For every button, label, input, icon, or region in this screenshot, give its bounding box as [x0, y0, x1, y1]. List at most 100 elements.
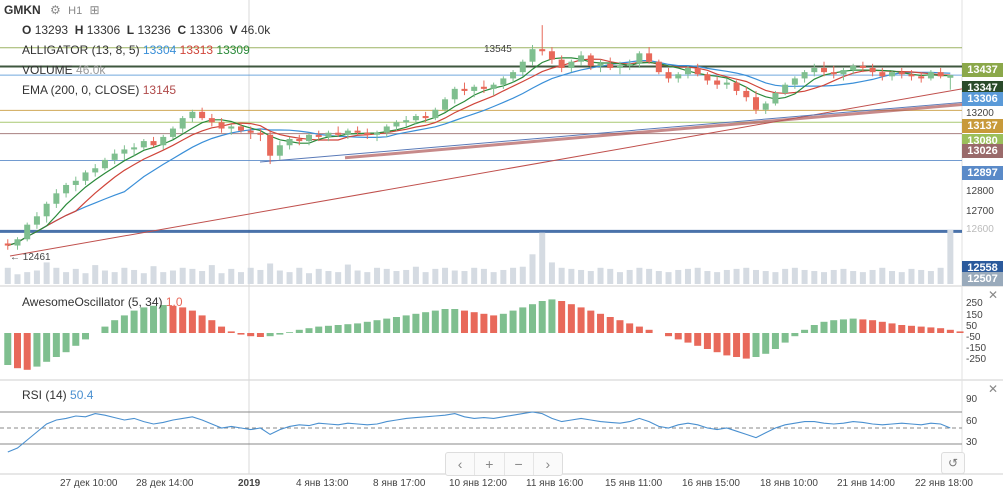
volume-bar: [626, 269, 633, 284]
ao-bar: [373, 320, 381, 333]
volume-bar: [33, 270, 40, 284]
ao-bar: [392, 317, 400, 333]
volume-bar: [665, 272, 672, 284]
volume-legend[interactable]: VOLUME 46.0k: [22, 62, 105, 78]
volume-bar: [364, 272, 371, 284]
ao-bar: [150, 305, 158, 333]
ao-bar: [616, 320, 624, 333]
ao-legend[interactable]: AwesomeOscillator (5, 34) 1.0: [22, 294, 183, 310]
volume-bar: [150, 266, 157, 284]
candle-body: [714, 80, 721, 85]
volume-bar: [646, 268, 653, 284]
gear-icon[interactable]: ⚙: [50, 3, 61, 17]
candle-body: [762, 103, 769, 110]
volume-bar: [374, 267, 381, 284]
candle-body: [208, 118, 215, 123]
volume-bar: [412, 266, 419, 284]
volume-bar: [315, 268, 322, 284]
volume-bar: [510, 267, 517, 284]
candle-body: [432, 109, 439, 119]
ao-bar: [383, 318, 391, 333]
interval-label[interactable]: H1: [68, 5, 83, 17]
ao-bar: [363, 321, 371, 333]
ao-bar: [52, 333, 60, 357]
volume-bar: [568, 268, 575, 284]
candle-body: [626, 63, 633, 66]
candle-body: [403, 120, 410, 123]
ao-bar: [538, 301, 546, 333]
volume-label: VOLUME: [22, 63, 73, 77]
alligator-label: ALLIGATOR (13, 8, 5): [22, 43, 140, 57]
ao-bar: [422, 312, 430, 333]
volume-bar: [218, 273, 225, 284]
scroll-left-button[interactable]: ‹: [446, 453, 476, 475]
rsi-value: 50.4: [70, 388, 94, 402]
volume-bar: [179, 267, 186, 284]
volume-bar: [636, 267, 643, 284]
candle-body: [480, 86, 487, 89]
rsi-tick: 60: [966, 416, 978, 427]
volume-bar: [354, 270, 361, 284]
volume-bar: [276, 270, 283, 284]
volume-bar: [257, 269, 264, 284]
candle-body: [442, 99, 449, 110]
candle-body: [422, 116, 429, 119]
volume-bar: [539, 232, 546, 284]
ao-bar: [266, 333, 274, 337]
time-tick: 10 янв 12:00: [449, 478, 507, 489]
volume-bar: [597, 267, 604, 284]
candle-body: [665, 72, 672, 79]
candle-body: [257, 132, 264, 135]
price-badge: 12558: [962, 261, 1003, 275]
candle-body: [72, 180, 79, 185]
candle-body: [918, 76, 925, 79]
zoom-out-button[interactable]: −: [505, 453, 534, 475]
ao-bar: [101, 326, 109, 333]
rsi-close-icon[interactable]: ✕: [988, 382, 999, 396]
ema-legend[interactable]: EMA (200, 0, CLOSE) 13145: [22, 82, 176, 98]
volume-bar: [393, 271, 400, 284]
symbol-name[interactable]: GMKN: [4, 3, 41, 17]
candle-body: [296, 139, 303, 142]
volume-bar: [791, 267, 798, 284]
alligator-legend[interactable]: ALLIGATOR (13, 8, 5) 13304 13313 13309: [22, 42, 250, 58]
volume-bar: [199, 271, 206, 284]
candle-body: [675, 74, 682, 79]
candle-body: [558, 59, 565, 68]
volume-bar: [821, 272, 828, 284]
ao-bar: [237, 333, 245, 335]
candle-body: [889, 72, 896, 77]
close-label: C: [177, 23, 187, 37]
alligator-teeth: 13313: [179, 43, 214, 57]
rsi-legend[interactable]: RSI (14) 50.4: [22, 387, 93, 403]
volume-bar: [587, 271, 594, 284]
time-tick: 22 янв 18:00: [915, 478, 973, 489]
ao-bar: [742, 333, 750, 359]
candle-body: [92, 168, 99, 173]
ao-bar: [937, 328, 945, 333]
chart-nav-bar: ‹ + − ›: [445, 452, 563, 476]
ao-bar: [33, 333, 41, 367]
volume-bar: [53, 267, 60, 284]
candle-body: [344, 130, 351, 135]
header-legend: GMKN ⚙ H1 ⊞: [4, 2, 100, 19]
candle-body: [937, 72, 944, 77]
zoom-in-button[interactable]: +: [475, 453, 505, 475]
ao-bar: [276, 333, 284, 335]
ao-bar: [72, 333, 80, 346]
volume-bar: [101, 270, 108, 284]
compare-icon[interactable]: ⊞: [89, 3, 100, 17]
high-annotation: 13545: [484, 44, 512, 55]
scroll-right-button[interactable]: ›: [545, 456, 551, 472]
ao-bar: [169, 305, 177, 333]
ao-bar: [548, 299, 556, 333]
candle-body: [597, 63, 604, 66]
alligator-jaw: 13304: [142, 43, 177, 57]
ao-close-icon[interactable]: ✕: [988, 288, 999, 302]
time-tick: 16 янв 15:00: [682, 478, 740, 489]
ao-bar: [927, 327, 935, 333]
candle-body: [237, 126, 244, 131]
reset-zoom-button[interactable]: ↺: [941, 452, 965, 474]
